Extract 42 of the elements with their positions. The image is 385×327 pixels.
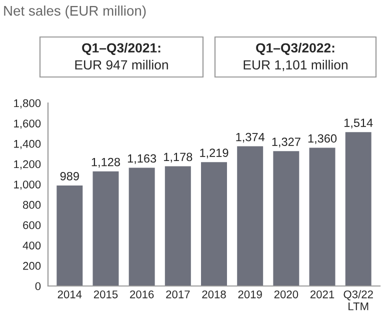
bar (237, 146, 264, 286)
x-tick-label: 2021 (310, 290, 334, 298)
x-tick-label: Q3/22 LTM (344, 290, 373, 310)
x-tick-label: 2019 (238, 290, 262, 298)
y-tick-label: 0 (35, 282, 41, 290)
bar (128, 168, 155, 286)
data-label: 1,327 (272, 138, 300, 148)
data-label: 1,219 (200, 148, 228, 158)
x-tick-label: 2016 (130, 290, 154, 298)
y-tick-label: 600 (23, 221, 41, 230)
x-tick-label: 2014 (58, 290, 82, 298)
y-tick-label: 1,400 (14, 140, 41, 150)
x-tick-label: 2020 (274, 290, 298, 298)
bar (345, 132, 372, 286)
text: Q1–Q3/2022: (256, 42, 334, 56)
text: Q1–Q3/2021: (82, 42, 160, 56)
bar (56, 185, 83, 286)
chart-title: Net sales (EUR million) (4, 6, 146, 18)
data-label: 1,374 (236, 132, 265, 143)
x-tick-label: 2015 (94, 290, 118, 298)
text: EUR 1,101 million (244, 60, 348, 72)
y-tick-label: 1,000 (14, 180, 41, 190)
data-label: 1,178 (164, 152, 192, 163)
x-tick-label: 2018 (202, 290, 226, 298)
bar (164, 166, 191, 286)
data-label: 1,360 (308, 134, 337, 144)
data-label: 1,163 (128, 154, 156, 164)
y-tick-label: 400 (22, 242, 41, 250)
bar (201, 162, 227, 286)
bar (309, 148, 336, 286)
y-tick-label: 1,800 (14, 99, 41, 108)
y-tick-label: 200 (23, 262, 41, 270)
data-label: 1,514 (344, 118, 373, 128)
y-tick-label: 1,200 (14, 160, 41, 170)
bar (273, 151, 300, 286)
y-tick-label: 800 (23, 200, 41, 209)
bar (92, 171, 119, 286)
text: EUR 947 million (75, 60, 168, 70)
x-tick-label: 2017 (166, 290, 190, 298)
data-label: 989 (60, 172, 79, 180)
data-label: 1,128 (92, 158, 120, 168)
y-tick-label: 1,600 (14, 120, 41, 129)
